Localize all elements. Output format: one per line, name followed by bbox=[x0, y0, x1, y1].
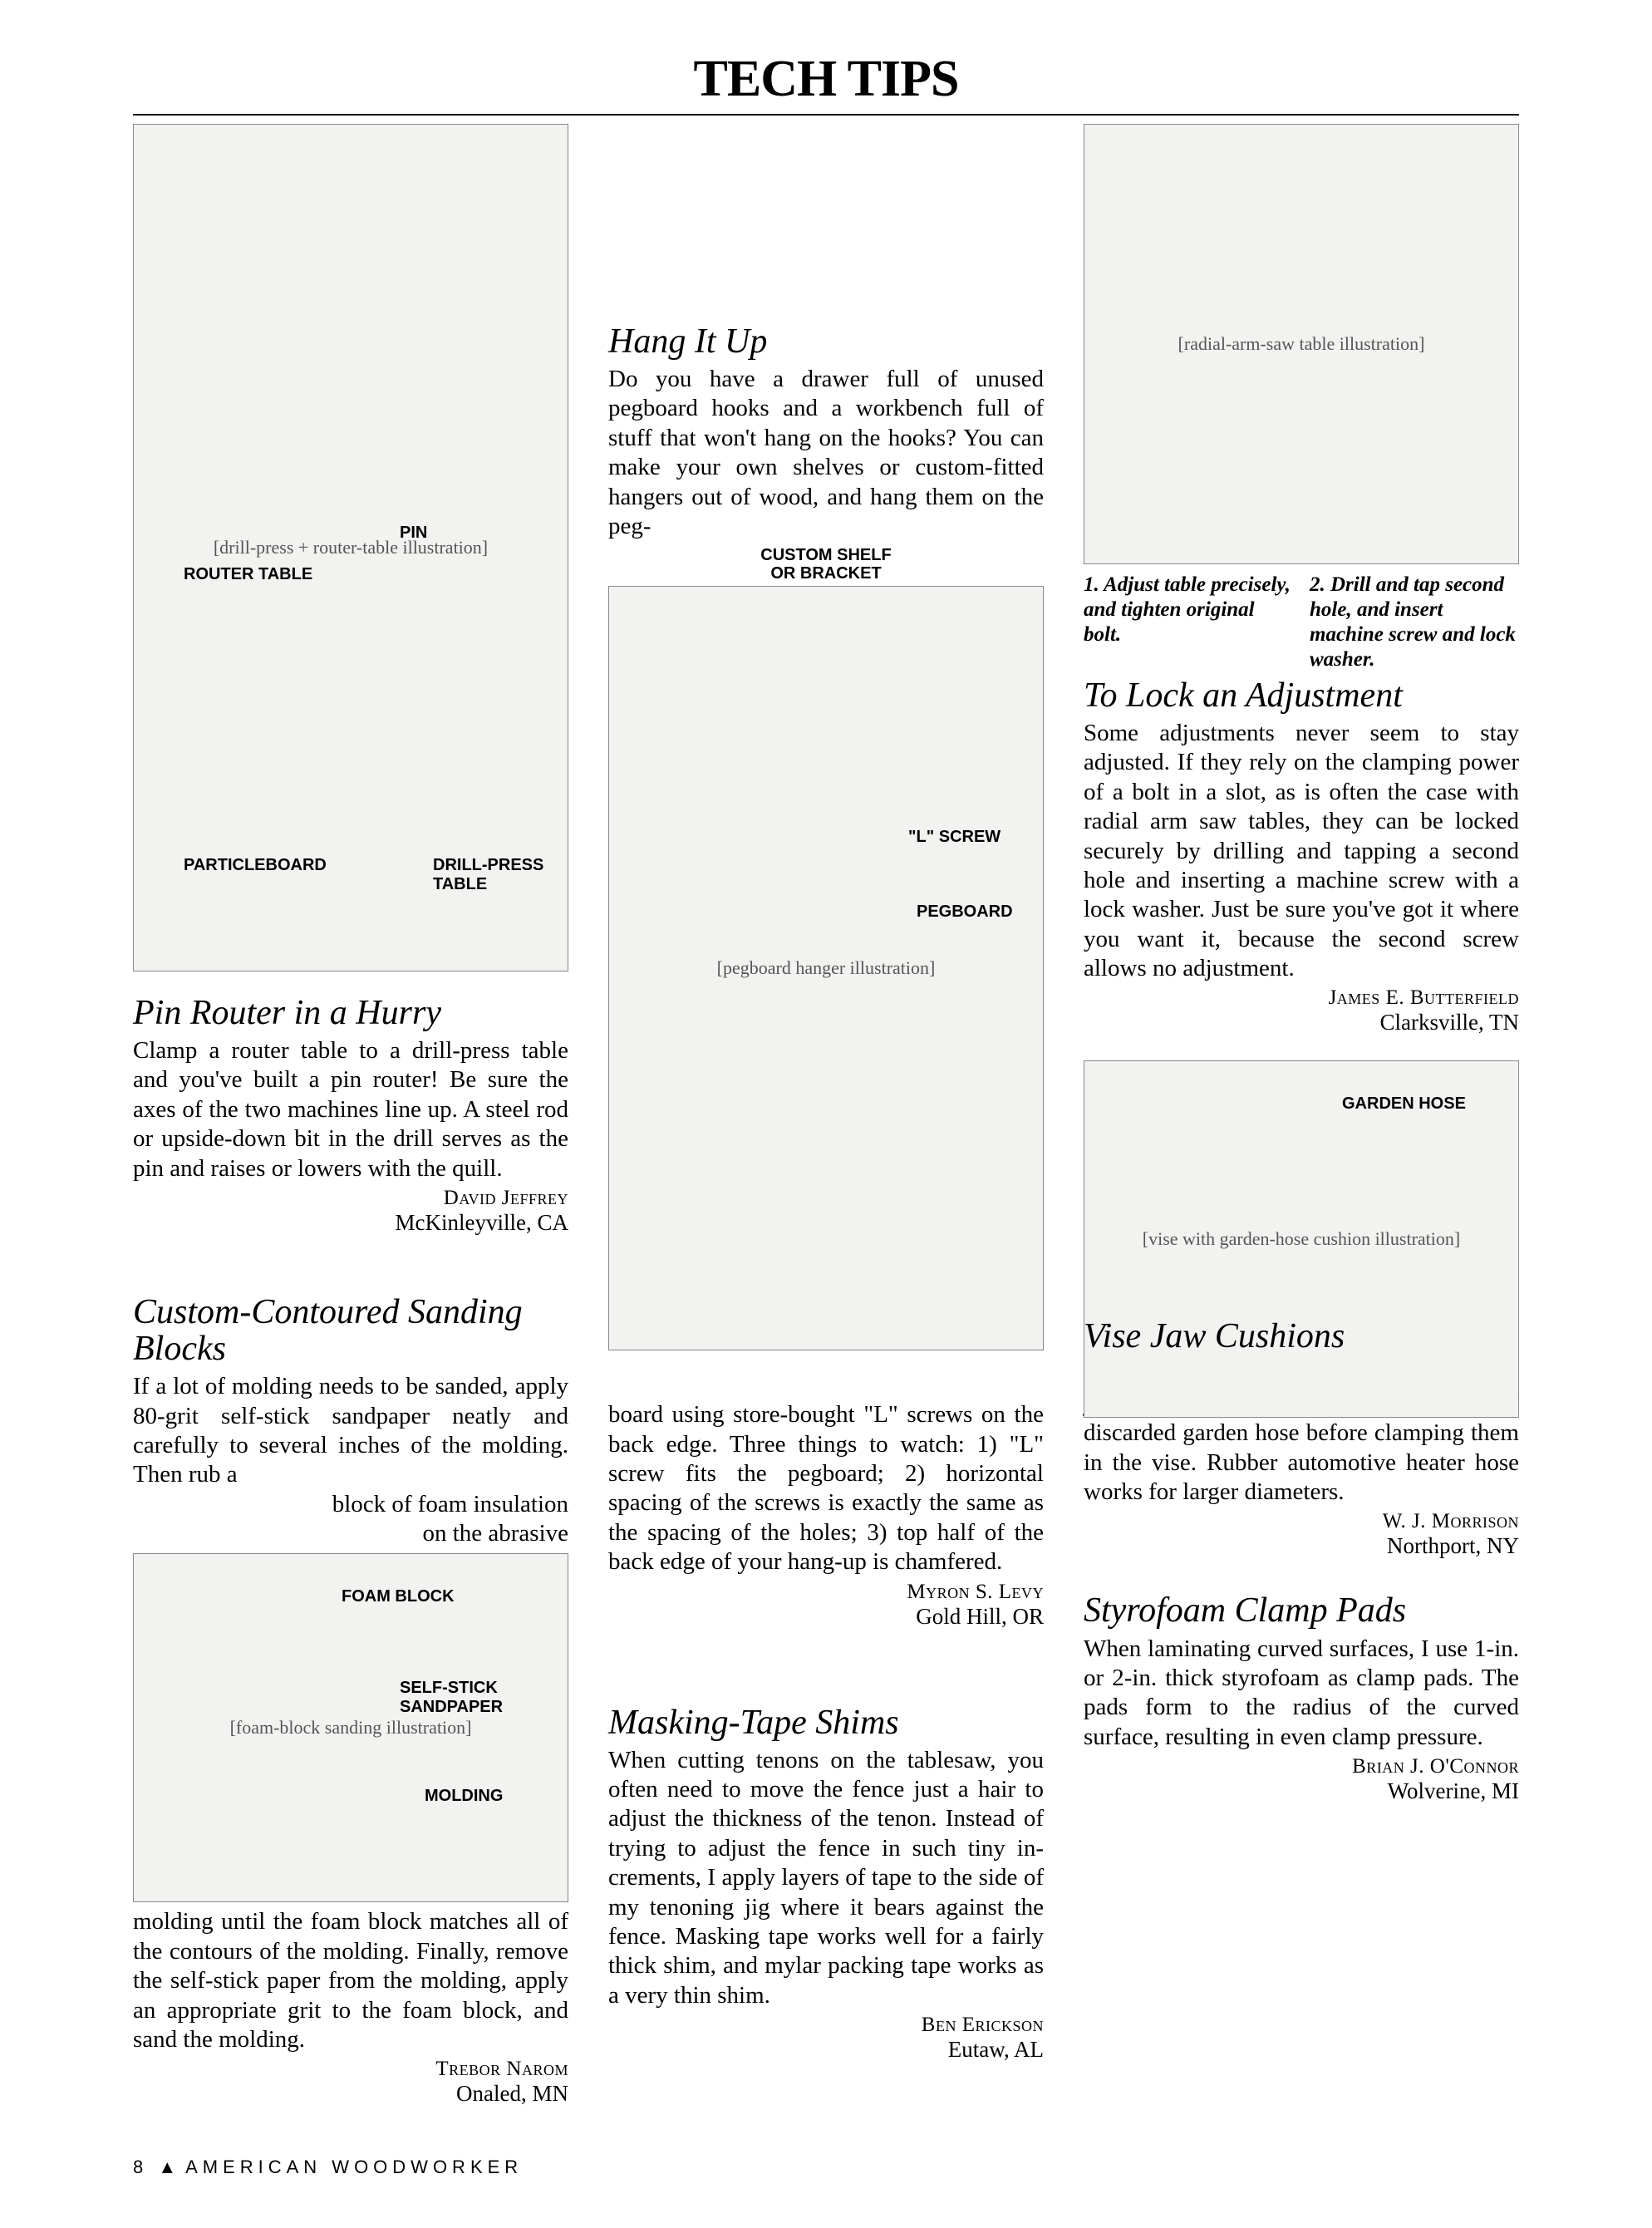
tip-title-masking-tape: Masking-Tape Shims bbox=[608, 1704, 1044, 1741]
byline-masking: Ben Erickson Eutaw, AL bbox=[608, 2014, 1044, 2063]
author-location: Wolverine, MI bbox=[1084, 1778, 1519, 1804]
tip-body-sanding-b: molding until the foam block matches all… bbox=[133, 1907, 568, 2054]
author: Ben Erickson bbox=[922, 2014, 1044, 2036]
byline-vise: W. J. Morrison Northport, NY bbox=[1084, 1510, 1519, 1559]
tip-body-masking: When cutting tenons on the table­saw, yo… bbox=[608, 1746, 1044, 2010]
fig-radial-arm: [radial-arm-saw table illustration] bbox=[1084, 124, 1519, 564]
magazine-name: AMERICAN WOODWORKER bbox=[185, 2157, 523, 2177]
tip-title-vise: Vise Jaw Cushions bbox=[1084, 1318, 1345, 1355]
fig-label-l-screw: "L" SCREW bbox=[908, 828, 1001, 847]
tip-body-styrofoam: When laminating curved surfaces, I use 1… bbox=[1084, 1635, 1519, 1753]
fig-label-sandpaper: SELF-STICK SANDPAPER bbox=[400, 1679, 503, 1717]
tip-body-sanding-a: If a lot of molding needs to be sanded, … bbox=[133, 1372, 568, 1490]
page-footer: 8 ▲ AMERICAN WOODWORKER bbox=[133, 2157, 1519, 2178]
fig-caption-custom-shelf: CUSTOM SHELF OR BRACKET bbox=[608, 546, 1044, 583]
byline-styrofoam: Brian J. O'Connor Wolverine, MI bbox=[1084, 1755, 1519, 1804]
fig-label-router-table: ROUTER TABLE bbox=[184, 565, 312, 584]
tip-title-lock-adjust: To Lock an Adjustment bbox=[1084, 677, 1519, 714]
tip-title-sanding-blocks: Custom-Contoured Sanding Blocks bbox=[133, 1294, 568, 1367]
author-location: McKinleyville, CA bbox=[133, 1210, 568, 1236]
fig-label-particleboard: PARTICLEBOARD bbox=[184, 856, 327, 875]
byline-pin-router: David Jeffrey McKinleyville, CA bbox=[133, 1187, 568, 1236]
author: James E. Butterfield bbox=[1329, 986, 1519, 1009]
fig-placeholder: [drill-press + router-table illustration… bbox=[214, 537, 488, 558]
fig-caption-row: 1. Adjust table precisely, and tighten o… bbox=[1084, 573, 1519, 672]
fig-label-foam-block: FOAM BLOCK bbox=[342, 1587, 455, 1606]
fig-label-garden-hose: GARDEN HOSE bbox=[1342, 1094, 1466, 1114]
footer-triangle-icon: ▲ bbox=[158, 2157, 176, 2177]
page-title: TECH TIPS bbox=[677, 50, 976, 114]
tip-body-lock-adjust: Some adjustments never seem to stay adju… bbox=[1084, 719, 1519, 983]
fig-placeholder: [pegboard hanger illustration] bbox=[717, 957, 936, 979]
author-location: Onaled, MN bbox=[133, 2081, 568, 2107]
fig-pin-router: [drill-press + router-table illustration… bbox=[133, 124, 568, 971]
fig-label-pegboard: PEGBOARD bbox=[917, 903, 1013, 922]
page-number: 8 bbox=[133, 2157, 148, 2177]
tip-body-hang-a: Do you have a drawer full of unused pegb… bbox=[608, 365, 1044, 541]
tip-title-hang-it-up: Hang It Up bbox=[608, 323, 1044, 360]
author-location: Clarksville, TN bbox=[1084, 1010, 1519, 1035]
column-3: [radial-arm-saw table illustration] 1. A… bbox=[1084, 124, 1519, 2107]
fig-placeholder: [vise with garden-hose cushion illustrat… bbox=[1143, 1228, 1460, 1250]
caption-1: 1. Adjust table precisely, and tighten o… bbox=[1084, 573, 1293, 672]
column-1: [drill-press + router-table illustration… bbox=[133, 124, 568, 2107]
fig-placeholder: [foam-block sanding illustration] bbox=[230, 1717, 472, 1739]
fig-label-pin: PIN bbox=[400, 524, 427, 543]
tip-lead-in: block of foam insulation on the abrasive bbox=[133, 1490, 568, 1549]
byline-hang: Myron S. Levy Gold Hill, OR bbox=[608, 1581, 1044, 1630]
byline-sanding: Trebor Narom Onaled, MN bbox=[133, 2058, 568, 2107]
fig-label-drillpress-table: DRILL-PRESS TABLE bbox=[433, 856, 543, 894]
author-location: Gold Hill, OR bbox=[608, 1604, 1044, 1630]
tip-body-hang-b: board using store-bought "L" screws on t… bbox=[608, 1400, 1044, 1576]
page-header: TECH TIPS bbox=[133, 50, 1519, 116]
byline-lock-adjust: James E. Butterfield Clarksville, TN bbox=[1084, 986, 1519, 1035]
fig-label-molding: MOLDING bbox=[425, 1787, 503, 1806]
author: Trebor Narom bbox=[435, 2058, 568, 2080]
author: David Jeffrey bbox=[444, 1187, 568, 1209]
column-2: Hang It Up Do you have a drawer full of … bbox=[608, 124, 1044, 2107]
column-layout: [drill-press + router-table illustration… bbox=[133, 124, 1519, 2107]
author: Brian J. O'Connor bbox=[1352, 1755, 1519, 1778]
caption-2: 2. Drill and tap second hole, and insert… bbox=[1310, 573, 1519, 672]
fig-sanding-block: [foam-block sanding illustration] FOAM B… bbox=[133, 1553, 568, 1902]
fig-vise: [vise with garden-hose cushion illustrat… bbox=[1084, 1060, 1519, 1418]
author-location: Eutaw, AL bbox=[608, 2037, 1044, 2063]
author: W. J. Morrison bbox=[1383, 1510, 1519, 1532]
fig-placeholder: [radial-arm-saw table illustration] bbox=[1178, 333, 1425, 355]
fig-pegboard: [pegboard hanger illustration] "L" SCREW… bbox=[608, 586, 1044, 1350]
tip-title-styrofoam: Styrofoam Clamp Pads bbox=[1084, 1592, 1519, 1629]
author-location: Northport, NY bbox=[1084, 1533, 1519, 1559]
tip-title-pin-router: Pin Router in a Hurry bbox=[133, 995, 568, 1031]
author: Myron S. Levy bbox=[907, 1581, 1044, 1603]
tip-body-pin-router: Clamp a router table to a drill-press ta… bbox=[133, 1036, 568, 1183]
